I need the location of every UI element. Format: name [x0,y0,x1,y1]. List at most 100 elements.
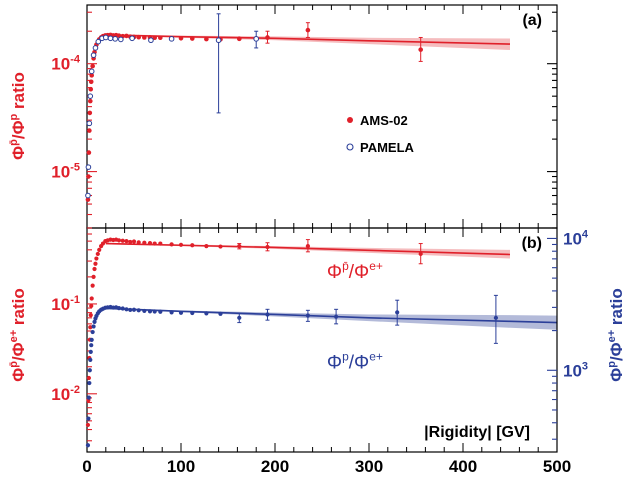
panel-b-left-y-tick-label: 10-1 [51,294,80,314]
p-over-positron-point [128,307,133,313]
p-over-positron-point [91,324,96,329]
ams02-point [124,33,129,39]
panel-a-y-tick-label: 10-5 [51,162,80,182]
ams02-point [418,47,424,52]
pamela-point [103,34,109,41]
p-over-positron-point [218,311,223,316]
ams02-point [136,34,141,40]
pamela-point [88,68,95,75]
legend-label: AMS-02 [360,113,408,128]
x-tick-label: 400 [449,457,477,476]
p-over-positron-point [493,315,498,320]
pbar-over-positron-point [124,239,129,244]
pbar-over-positron-point [158,241,163,246]
pbar-over-positron-point [142,240,147,245]
pbar-over-positron-point [95,251,100,257]
pamela-point [95,38,102,45]
x-tick-label: 100 [167,457,195,476]
panel-b-left-y-tick-label: 10-2 [51,384,80,404]
pbar-over-positron-point [204,244,209,249]
pamela-point [253,36,260,42]
ams02-point [90,63,95,69]
pamela-point [129,35,135,42]
pbar-over-positron-point [90,283,95,288]
x-tick-label: 0 [82,457,91,476]
ams02-point [87,98,93,104]
p-over-positron-point [178,310,184,315]
ams02-point [89,73,94,78]
pbar-over-positron-point [116,238,122,243]
p-over-positron-point [334,314,339,319]
p-over-positron-point [395,310,400,315]
p-over-positron-point [305,313,310,318]
p-over-positron-point [265,312,270,317]
panel-a-y-tick-label: 10-4 [51,54,81,74]
pbar-over-positron-point [92,266,97,272]
pbar-over-positron-point [85,422,91,428]
p-over-positron-point [86,395,91,400]
pamela-point [168,36,175,42]
p-over-positron-point [147,309,153,314]
x-tick-label: 300 [355,457,383,476]
pamela-point [112,36,118,42]
pbar-over-positron-point [86,375,91,381]
panel-b-right-y-tick-label: 103 [563,360,588,380]
pbar-over-positron-point [418,251,423,257]
p-over-positron-point [158,309,163,314]
pamela-point [148,37,154,44]
p-over-positron-point [131,307,137,312]
ams02-point [88,79,94,85]
panel-b-right-y-tick-label: 104 [563,228,589,248]
panel-b-frame [86,227,558,453]
pbar-over-positron-point [131,239,137,244]
pamela-point [107,35,114,42]
pamela-point [85,164,92,170]
pbar-over-positron-point [152,241,157,246]
ams02-point [236,36,242,42]
panel-a-y-axis-title: Φp̄/Φp ratio [8,72,28,160]
ams02-point [85,197,91,202]
p-over-positron-point [237,315,242,320]
panel-b-p-fit-line [105,307,558,324]
p-over-positron-point [204,311,209,316]
legend-label: PAMELA [360,140,415,155]
p-over-positron-point [120,306,125,311]
pbar-over-positron-point [91,274,96,279]
pamela-point [215,37,222,44]
panel-a-label: (a) [522,12,542,29]
pamela-point [85,192,91,199]
p-over-positron-point [142,308,147,314]
p-over-positron-point [86,416,91,421]
pbar-over-positron-point [89,303,94,309]
panel-b-left-y-axis-title: Φp̄/Φe+ ratio [8,288,28,382]
pbar-over-positron-point [89,296,94,301]
pbar-over-positron-point [169,242,174,247]
pbar-over-positron-point [128,239,133,245]
ams02-point [87,110,93,116]
pamela-point [90,52,97,58]
pamela-point [86,120,93,127]
legend-marker [347,117,353,123]
ams02-point [88,86,94,92]
ams02-point [142,35,147,40]
p-over-positron-point [89,343,94,348]
pamela-point [118,36,124,43]
ams02-point [305,27,311,33]
pbar-over-positron-point [218,244,223,249]
pbar-over-positron-point [305,244,310,249]
pbar-over-positron-point [120,238,125,243]
panel-b-label: (b) [522,235,542,252]
annotation-p: Φp/Φe+ [327,350,383,374]
pbar-over-positron-point [93,261,98,266]
p-over-positron-point [169,310,174,315]
pbar-over-positron-point [178,242,184,247]
p-over-positron-point [87,380,92,386]
ams02-point [178,35,184,41]
p-over-positron-point [152,309,157,314]
pbar-over-positron-point [147,241,153,246]
ams02-point [86,174,91,179]
x-tick-label: 500 [543,457,571,476]
panel-b-right-y-axis-title: Φp/Φe+ ratio [606,288,626,382]
p-over-positron-point [124,307,129,312]
